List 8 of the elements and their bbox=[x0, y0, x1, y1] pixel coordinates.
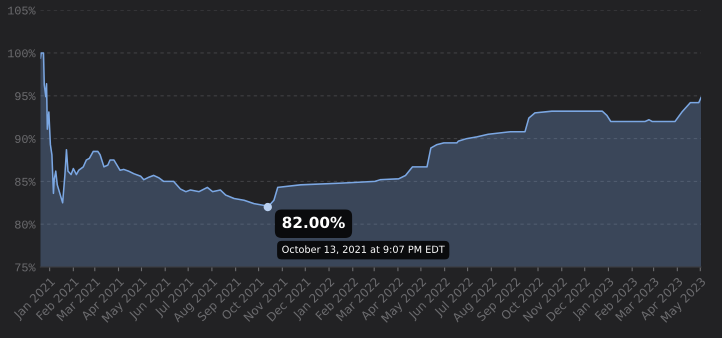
y-tick-label: 100% bbox=[8, 49, 36, 58]
y-tick-label: 80% bbox=[15, 220, 36, 229]
y-tick-label: 85% bbox=[15, 178, 36, 186]
y-tick-label: 90% bbox=[15, 134, 36, 143]
y-tick-label: 75% bbox=[15, 263, 36, 272]
y-tick-label: 95% bbox=[15, 92, 36, 100]
y-tick-label: 105% bbox=[8, 6, 36, 15]
annotation: 82.00% October 13, 2021 at 9:07 PM EDT bbox=[282, 216, 445, 254]
